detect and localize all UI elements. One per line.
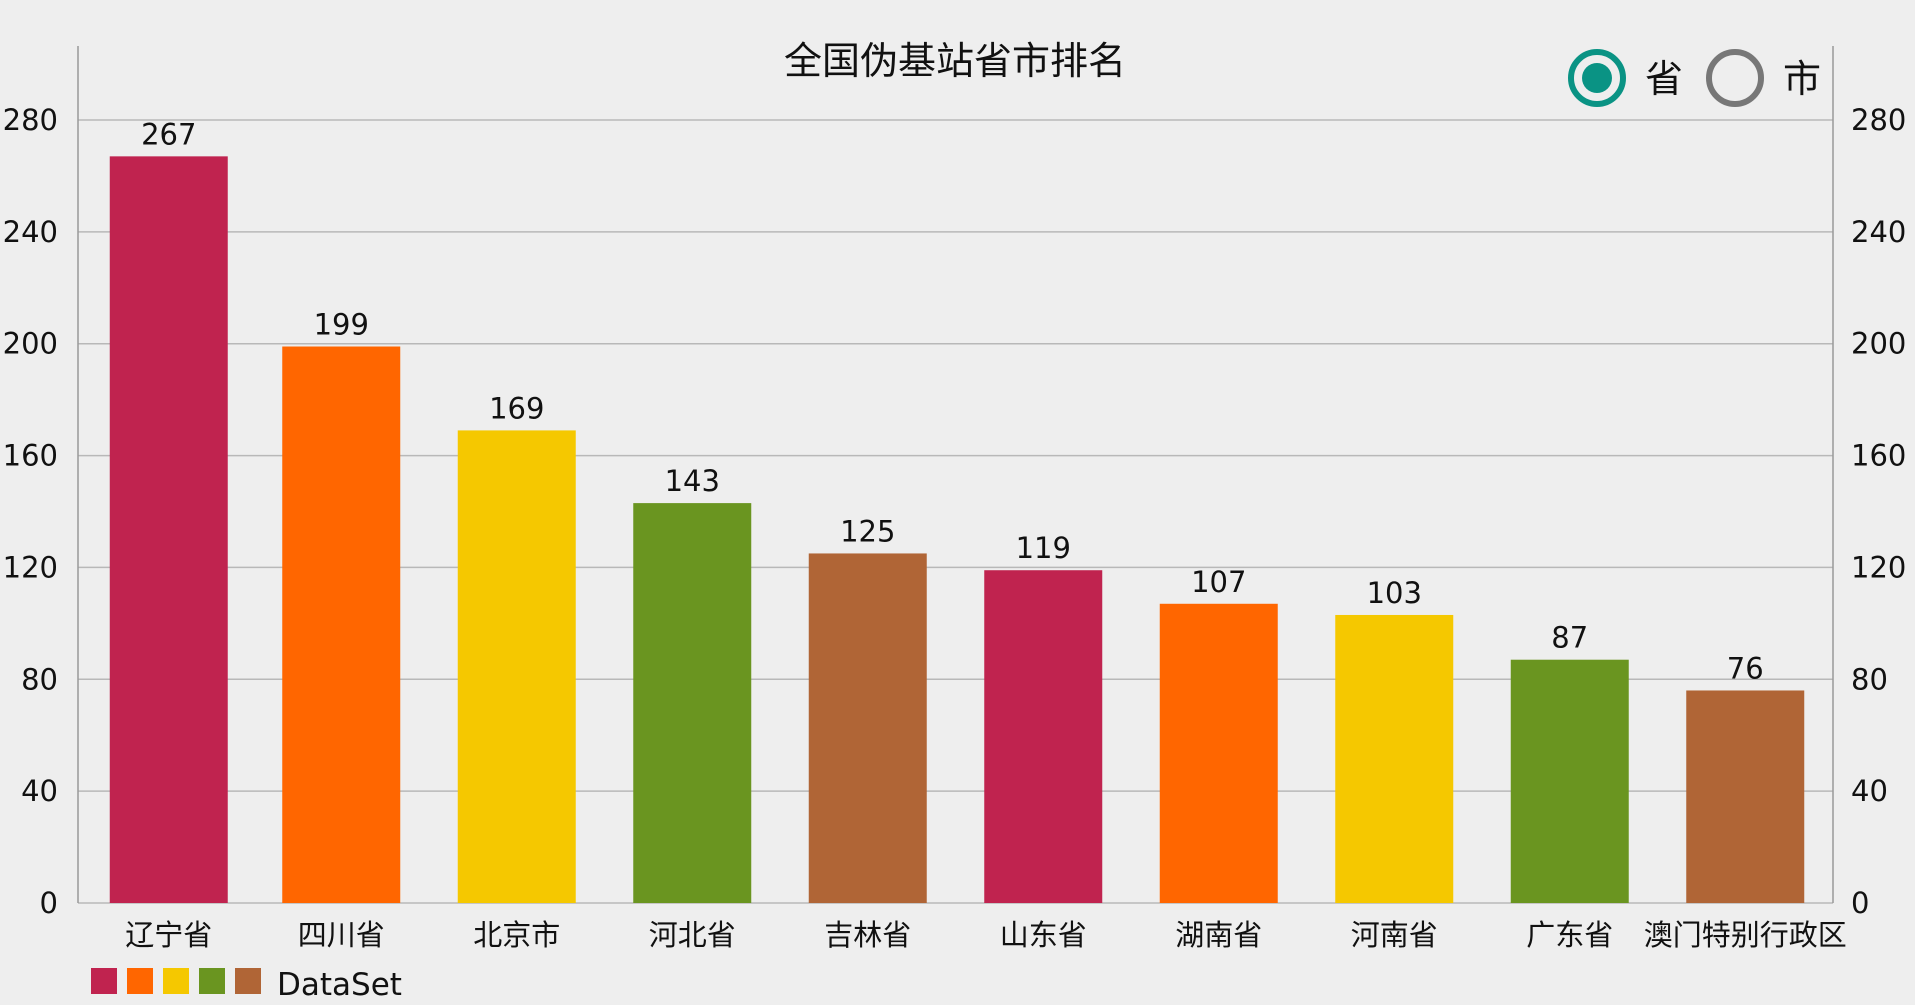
bar xyxy=(1686,690,1805,903)
legend-swatch xyxy=(127,968,153,994)
legend xyxy=(91,968,261,994)
radio-province-dot-icon xyxy=(1582,63,1612,93)
right-y-tick-label: 240 xyxy=(1851,215,1906,249)
bar xyxy=(984,570,1103,903)
radio-option-city[interactable]: 市 xyxy=(1706,49,1821,107)
category-label: 广东省 xyxy=(1526,918,1613,952)
bar-value-label: 119 xyxy=(1016,531,1071,565)
legend-swatch xyxy=(163,968,189,994)
right-y-tick-label: 120 xyxy=(1851,550,1906,584)
legend-swatch xyxy=(235,968,261,994)
bar-value-label: 125 xyxy=(840,514,895,548)
right-y-tick-label: 0 xyxy=(1851,886,1869,920)
radio-province-label[interactable]: 省 xyxy=(1645,57,1683,101)
legend-swatch xyxy=(91,968,117,994)
bar-value-label: 267 xyxy=(141,117,196,151)
bar-value-label: 169 xyxy=(489,391,544,425)
category-label: 辽宁省 xyxy=(125,918,212,952)
bar xyxy=(808,553,927,903)
left-y-tick-label: 280 xyxy=(3,103,58,137)
bar-series xyxy=(109,156,1805,903)
category-label: 山东省 xyxy=(1000,918,1087,952)
category-label: 河北省 xyxy=(649,918,736,952)
bar-value-label: 143 xyxy=(665,464,720,498)
right-y-axis: 0 40 80 120 160 200 240 280 xyxy=(1851,103,1906,920)
bar xyxy=(633,503,752,903)
bar-value-label: 107 xyxy=(1191,565,1246,599)
radio-province-ring-icon[interactable] xyxy=(1568,49,1626,107)
chart-title: 全国伪基站省市排名 xyxy=(784,39,1126,83)
radio-city-label[interactable]: 市 xyxy=(1783,57,1821,101)
left-y-tick-label: 0 xyxy=(40,886,58,920)
right-y-tick-label: 40 xyxy=(1851,774,1888,808)
category-label: 吉林省 xyxy=(824,918,911,952)
bar xyxy=(1159,603,1278,903)
bar xyxy=(282,346,401,903)
category-label: 澳门特别行政区 xyxy=(1644,918,1847,952)
right-y-tick-label: 80 xyxy=(1851,662,1888,696)
category-label: 河南省 xyxy=(1351,918,1438,952)
category-label: 湖南省 xyxy=(1175,918,1262,952)
bar-value-label: 103 xyxy=(1367,576,1422,610)
bar xyxy=(457,430,576,903)
left-y-tick-label: 120 xyxy=(3,550,58,584)
bar xyxy=(109,156,228,903)
left-y-tick-label: 240 xyxy=(3,215,58,249)
left-y-axis: 0 40 80 120 160 200 240 280 xyxy=(3,103,58,920)
legend-label: DataSet xyxy=(277,967,402,1003)
radio-option-province[interactable]: 省 xyxy=(1568,49,1683,107)
right-y-tick-label: 160 xyxy=(1851,439,1906,473)
bar xyxy=(1335,614,1454,903)
left-y-tick-label: 160 xyxy=(3,439,58,473)
bar-value-label: 199 xyxy=(314,308,369,342)
category-axis: 辽宁省 四川省 北京市 河北省 吉林省 山东省 湖南省 河南省 广东省 澳门特别行政区 xyxy=(125,918,1847,952)
left-y-tick-label: 80 xyxy=(21,662,58,696)
right-y-tick-label: 280 xyxy=(1851,103,1906,137)
bar-value-label: 87 xyxy=(1551,621,1588,655)
category-label: 北京市 xyxy=(473,918,560,952)
left-y-tick-label: 40 xyxy=(21,774,58,808)
legend-swatch xyxy=(199,968,225,994)
left-y-tick-label: 200 xyxy=(3,327,58,361)
category-label: 四川省 xyxy=(298,918,385,952)
bar xyxy=(1510,659,1629,903)
right-y-tick-label: 200 xyxy=(1851,327,1906,361)
bar-value-label: 76 xyxy=(1727,651,1764,685)
radio-city-ring-icon[interactable] xyxy=(1706,49,1764,107)
province-city-toggle[interactable]: 省 市 xyxy=(1568,49,1821,107)
value-labels: 267 199 169 143 125 119 107 103 87 76 xyxy=(141,117,1764,685)
